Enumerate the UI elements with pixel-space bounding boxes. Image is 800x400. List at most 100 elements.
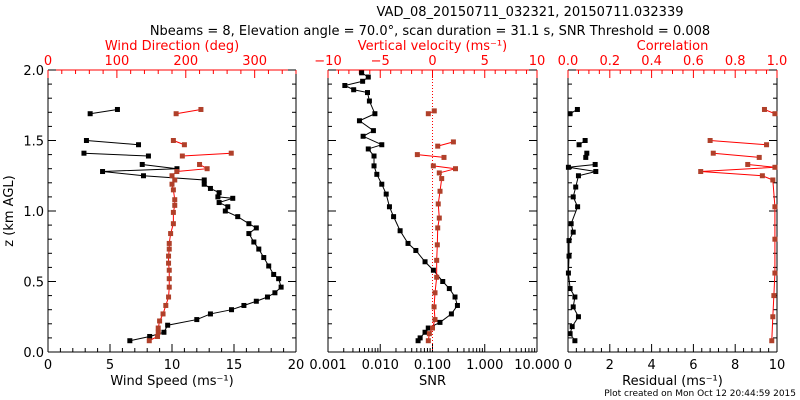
- vertical-velocity-point: [435, 225, 441, 231]
- y-tick-label: 2.0: [23, 64, 44, 79]
- title-line-2: Nbeams = 8, Elevation angle = 70.0°, sca…: [150, 24, 710, 39]
- wind-direction-point: [166, 246, 172, 252]
- wind-direction-point: [170, 138, 176, 143]
- residual-point: [566, 238, 572, 244]
- x2-tick-label: 0.8: [725, 54, 746, 69]
- x-tick-label: 2: [606, 358, 614, 373]
- wind-direction-point: [166, 294, 172, 300]
- wind-direction-point: [172, 177, 178, 183]
- correlation-point: [759, 173, 765, 179]
- correlation-point: [756, 154, 762, 160]
- wind-speed-point: [256, 246, 262, 252]
- snr-point: [448, 311, 454, 317]
- correlation-point: [745, 161, 751, 167]
- wind-direction-point: [160, 311, 166, 317]
- snr-point: [437, 319, 443, 325]
- vertical-velocity-line: [417, 154, 445, 158]
- residual-point: [572, 338, 578, 344]
- wind-direction-point: [173, 111, 179, 117]
- wind-direction-point: [172, 197, 178, 203]
- x2-tick-label: 0.6: [683, 54, 704, 69]
- x2-tick-label: 200: [173, 54, 198, 69]
- snr-point: [413, 247, 419, 253]
- wind-speed-point: [145, 153, 151, 159]
- vertical-velocity-point: [434, 257, 440, 263]
- residual-point: [566, 253, 572, 259]
- snr-point: [351, 87, 357, 93]
- y-tick-label: 1.0: [23, 205, 44, 220]
- residual-point: [575, 173, 581, 179]
- wind-speed-point: [207, 311, 213, 317]
- wind-speed-point: [139, 161, 145, 167]
- snr-point: [422, 329, 428, 335]
- residual-point: [568, 221, 574, 227]
- residual-point: [565, 164, 571, 170]
- x-axis-title: SNR: [419, 374, 446, 389]
- residual-line: [567, 163, 596, 342]
- snr-point: [370, 128, 376, 134]
- wind-speed-point: [215, 194, 221, 200]
- x-tick-label: 0: [564, 358, 572, 373]
- snr-point: [454, 302, 460, 308]
- wind-speed-point: [127, 338, 133, 344]
- residual-point: [593, 169, 599, 175]
- residual-point: [570, 229, 576, 235]
- wind-direction-point: [166, 267, 172, 273]
- y-axis-title: z (km AGL): [2, 175, 17, 246]
- snr-point: [365, 74, 371, 80]
- wind-direction-point: [169, 181, 175, 187]
- wind-direction-line: [182, 152, 232, 157]
- wind-direction-point: [157, 318, 163, 324]
- wind-speed-point: [87, 111, 93, 117]
- snr-point: [356, 118, 362, 124]
- vertical-velocity-point: [450, 139, 456, 145]
- x2-tick-label: 5: [481, 54, 489, 69]
- wind-speed-point: [235, 214, 241, 220]
- snr-point: [383, 191, 389, 197]
- wind-direction-line: [149, 164, 209, 342]
- snr-point: [430, 267, 436, 273]
- x-tick-label: 0.001: [309, 358, 346, 373]
- x2-tick-label: 0.4: [641, 54, 662, 69]
- snr-point: [372, 111, 378, 117]
- x-tick-label: 15: [226, 358, 243, 373]
- wind-speed-line: [86, 140, 139, 146]
- wind-speed-point: [81, 150, 87, 156]
- x-tick-label: 6: [689, 358, 697, 373]
- correlation-point: [772, 270, 778, 276]
- vertical-velocity-point: [436, 170, 442, 176]
- wind-speed-point: [241, 302, 247, 308]
- residual-point: [592, 161, 598, 167]
- snr-point: [374, 171, 380, 177]
- snr-point: [391, 214, 397, 220]
- snr-point: [405, 240, 411, 246]
- snr-point: [342, 83, 348, 89]
- vertical-velocity-point: [432, 290, 438, 296]
- residual-point: [567, 111, 573, 117]
- snr-point: [386, 204, 392, 210]
- residual-point: [570, 194, 576, 200]
- x-tick-label: 8: [731, 358, 739, 373]
- vertical-velocity-point: [426, 331, 432, 337]
- correlation-point: [761, 106, 767, 112]
- correlation-line: [700, 163, 776, 341]
- x-tick-label: 0.010: [362, 358, 399, 373]
- wind-speed-point: [165, 322, 171, 328]
- vertical-velocity-point: [439, 176, 445, 182]
- wind-direction-point: [166, 284, 172, 290]
- wind-speed-point: [147, 333, 153, 339]
- x2-axis-title: Wind Direction (deg): [105, 39, 239, 54]
- vertical-velocity-point: [430, 163, 436, 169]
- wind-speed-point: [264, 294, 270, 300]
- wind-speed-point: [201, 181, 207, 187]
- correlation-point: [772, 204, 778, 210]
- wind-speed-point: [271, 271, 277, 277]
- x2-tick-label: −10: [314, 54, 341, 69]
- wind-speed-line: [83, 152, 149, 157]
- vertical-velocity-point: [434, 274, 440, 280]
- residual-point: [575, 204, 581, 210]
- wind-direction-point: [166, 253, 172, 259]
- x-tick-label: 1.000: [466, 358, 503, 373]
- wind-direction-point: [166, 260, 172, 266]
- residual-point: [576, 142, 582, 148]
